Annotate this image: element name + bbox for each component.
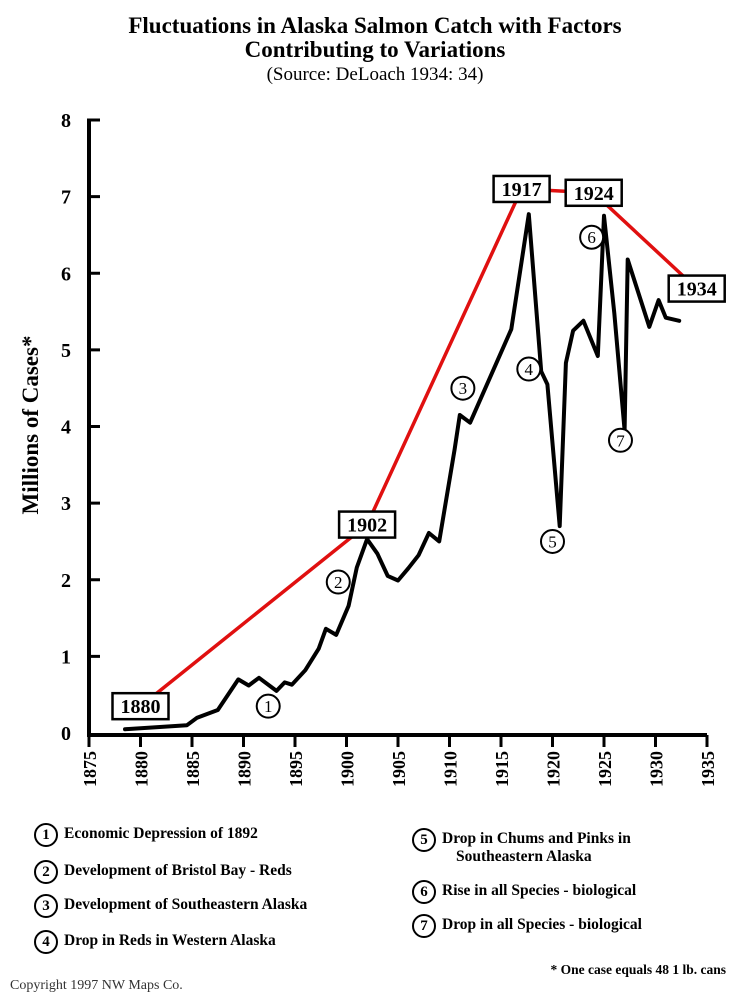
y-tick-label: 1 <box>61 646 71 668</box>
x-tick-label: 1900 <box>338 751 358 787</box>
year-label-box <box>337 510 397 539</box>
year-label-box <box>111 691 170 721</box>
legend-number: 4 <box>34 930 58 954</box>
year-label-box <box>564 178 623 208</box>
factor-marker-number: 3 <box>459 379 468 398</box>
factor-marker-number: 7 <box>616 431 625 450</box>
axes: 0 1 2 3 4 5 6 7 8 1875 1880 1885 1890 1895 1900 1905 191… <box>18 110 718 787</box>
year-label-text: 1917 <box>502 179 542 201</box>
y-tick-label: 6 <box>61 263 71 285</box>
factor-marker-number: 6 <box>587 228 596 247</box>
x-tick-label: 1935 <box>698 751 718 787</box>
y-tick-label: 8 <box>61 110 71 132</box>
legend-label: Development of Southeastern Alaska <box>64 896 308 913</box>
x-tick-label: 1915 <box>492 751 512 787</box>
legend-number: 2 <box>34 860 58 884</box>
factor-marker-number: 1 <box>264 697 273 716</box>
legend-item-6: 6 Rise in all Species - biological <box>412 880 637 904</box>
factor-marker-1: 1 <box>255 693 281 719</box>
y-axis-label: Millions of Cases* <box>18 336 43 515</box>
year-label-1934: 1934 <box>667 274 726 303</box>
legend-label: Rise in all Species - biological <box>442 882 637 899</box>
x-tick-label: 1895 <box>286 751 306 787</box>
factor-marker-circle <box>579 224 605 250</box>
x-tick-label: 1925 <box>595 751 615 787</box>
factor-markers: 1 2 3 4 5 6 7 <box>255 224 633 719</box>
copyright: Copyright 1997 NW Maps Co. <box>10 978 183 993</box>
year-label-1902: 1902 <box>337 510 397 539</box>
x-tick-label: 1905 <box>389 751 409 787</box>
legend-number: 7 <box>412 914 436 938</box>
factor-marker-circle <box>325 569 351 595</box>
factor-marker-7: 7 <box>607 427 633 453</box>
y-tick-label: 5 <box>61 340 71 362</box>
factor-marker-circle <box>540 528 565 554</box>
legend-number: 1 <box>34 823 58 847</box>
x-tick-label: 1880 <box>132 751 152 787</box>
factor-marker-circle <box>516 356 542 382</box>
year-labels: 1880 1902 1917 1924 1934 <box>111 174 726 721</box>
x-tick-label: 1910 <box>441 751 461 787</box>
y-tick-label: 3 <box>61 493 71 515</box>
year-label-text: 1934 <box>677 279 717 301</box>
factor-marker-circle <box>255 693 281 719</box>
factor-marker-number: 4 <box>525 360 534 379</box>
factor-marker-circle <box>450 375 476 401</box>
factor-marker-6: 6 <box>579 224 605 250</box>
factor-marker-circle <box>607 427 633 453</box>
year-label-box <box>492 174 551 204</box>
legend-label: Development of Bristol Bay - Reds <box>64 862 292 879</box>
legend-item-5: 5 Drop in Chums and Pinks in Southeaster… <box>412 828 631 866</box>
title-line-1: Fluctuations in Alaska Salmon Catch with… <box>128 13 622 38</box>
year-label-text: 1880 <box>121 696 161 718</box>
y-tick-label: 7 <box>61 187 71 209</box>
factor-marker-2: 2 <box>325 569 351 595</box>
x-tick-label: 1930 <box>647 751 667 787</box>
legend-item-7: 7 Drop in all Species - biological <box>412 914 642 938</box>
chart-title: Fluctuations in Alaska Salmon Catch with… <box>0 14 750 62</box>
x-tick-label: 1885 <box>183 751 203 787</box>
legend-label-continued: Southeastern Alaska <box>456 848 592 865</box>
year-label-1880: 1880 <box>111 691 170 721</box>
salmon-catch-chart: 0 1 2 3 4 5 6 7 8 1875 1880 1885 1890 1895 1900 1905 191… <box>18 110 726 787</box>
legend-label-block: Drop in Chums and Pinks in Southeastern … <box>442 830 631 866</box>
legend-item-2: 2 Development of Bristol Bay - Reds <box>34 860 292 884</box>
footnote: * One case equals 48 1 lb. cans <box>550 962 726 977</box>
legend-label: Drop in Reds in Western Alaska <box>64 932 276 949</box>
legend-item-3: 3 Development of Southeastern Alaska <box>34 894 308 918</box>
year-label-text: 1924 <box>574 183 614 205</box>
x-tick-label: 1920 <box>544 751 564 787</box>
y-tick-label: 2 <box>61 570 71 592</box>
factor-marker-number: 5 <box>548 532 557 551</box>
x-tick-label: 1875 <box>80 751 100 787</box>
y-tick-label: 4 <box>61 417 71 439</box>
legend-item-1: 1 Economic Depression of 1892 <box>34 823 258 847</box>
chart-subtitle: (Source: DeLoach 1934: 34) <box>266 64 484 85</box>
factor-marker-5: 5 <box>540 528 565 554</box>
legend-number: 3 <box>34 894 58 918</box>
legend-label: Economic Depression of 1892 <box>64 825 258 842</box>
factor-marker-3: 3 <box>450 375 476 401</box>
factor-marker-4: 4 <box>516 356 542 382</box>
year-label-1924: 1924 <box>564 178 623 208</box>
x-tick-label: 1890 <box>235 751 255 787</box>
legend-label: Drop in all Species - biological <box>442 916 642 933</box>
y-tick-label: 0 <box>61 723 71 745</box>
year-label-1917: 1917 <box>492 174 551 204</box>
legend-item-4: 4 Drop in Reds in Western Alaska <box>34 930 276 954</box>
legend-number: 5 <box>412 828 436 852</box>
title-line-2: Contributing to Variations <box>244 37 506 62</box>
year-label-text: 1902 <box>347 515 387 537</box>
legend-number: 6 <box>412 880 436 904</box>
year-label-box <box>667 274 726 303</box>
legend-label: Drop in Chums and Pinks in <box>442 830 631 847</box>
factor-marker-number: 2 <box>334 573 343 592</box>
